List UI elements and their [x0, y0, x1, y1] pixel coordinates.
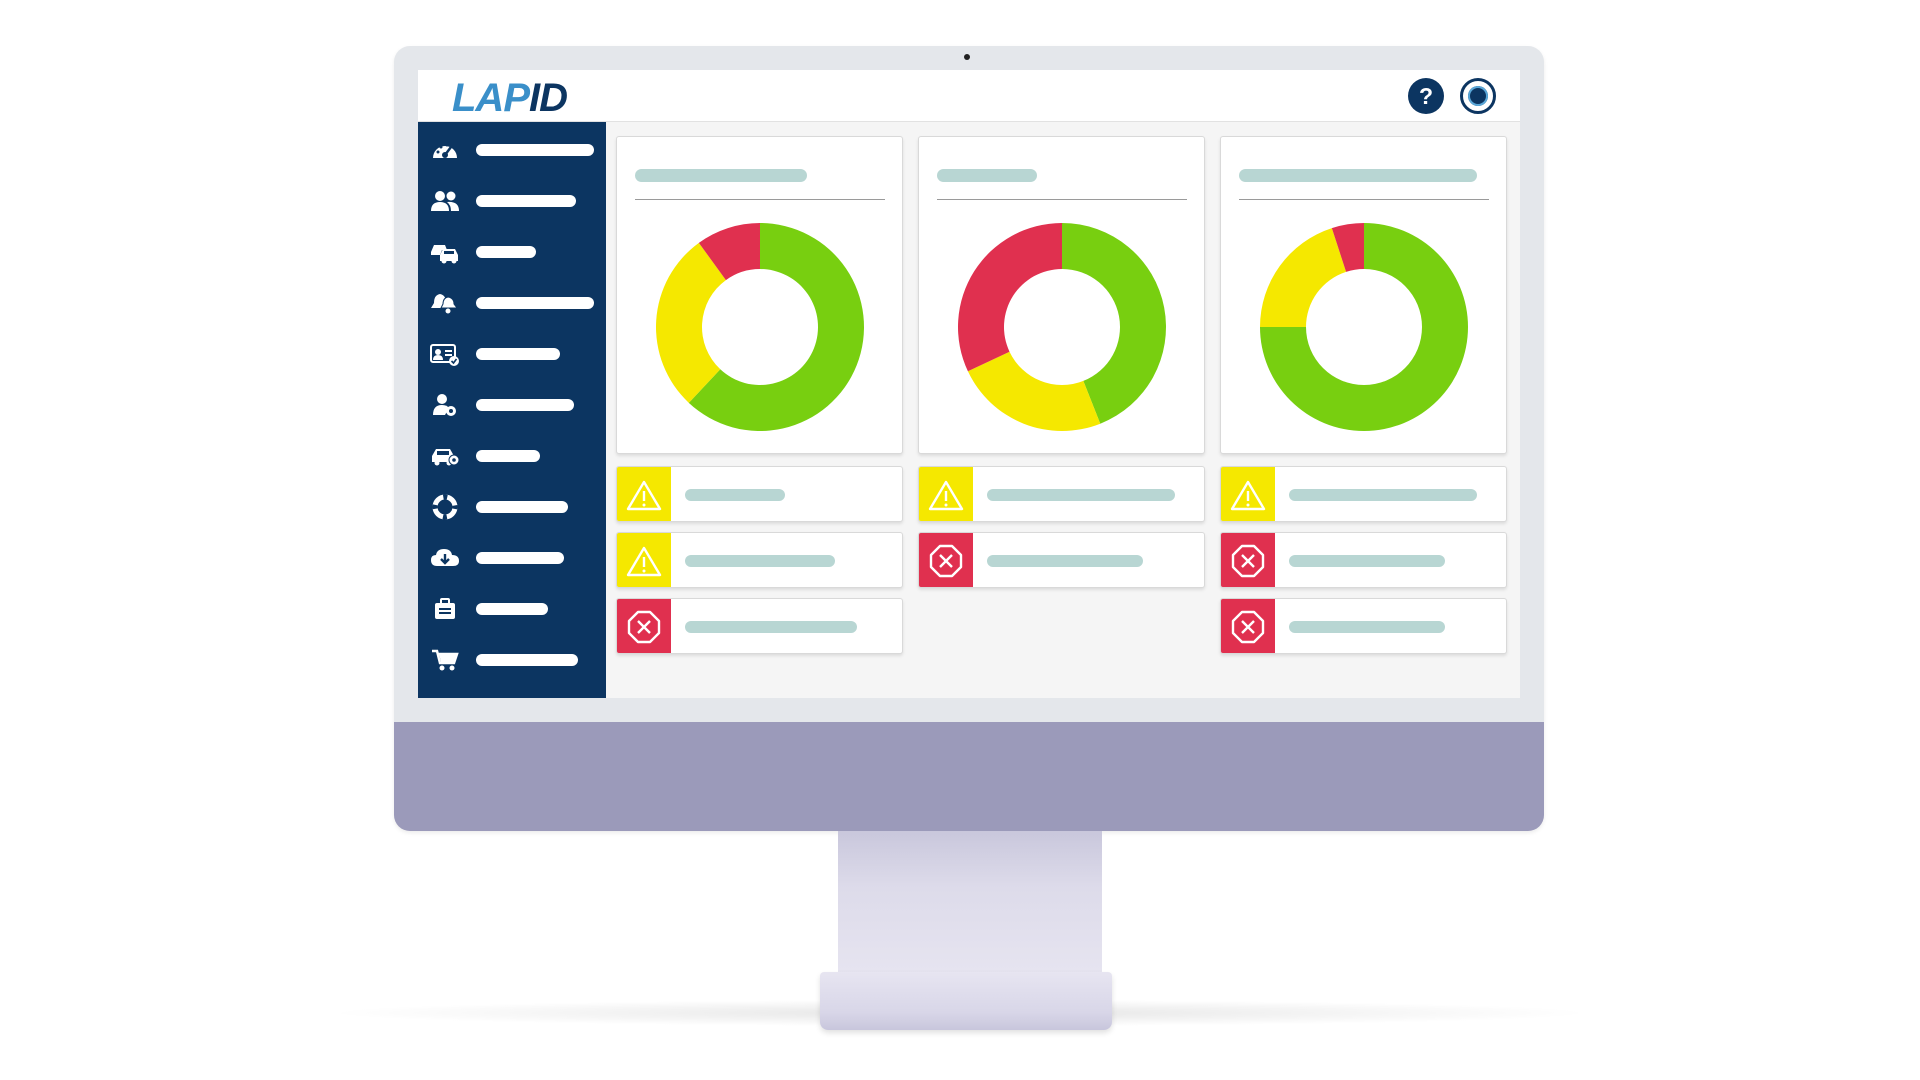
briefcase-icon [430, 594, 460, 624]
donut-segment-warning [967, 351, 1101, 431]
status-donut-chart [1260, 223, 1468, 431]
sidebar-item-alerts[interactable] [418, 284, 606, 322]
sidebar-item-label [476, 144, 594, 156]
donut-segment-error [698, 223, 760, 281]
error-octagon-icon [617, 599, 671, 653]
help-button[interactable]: ? [1408, 78, 1444, 114]
alerts-bell-icon [430, 288, 460, 318]
status-donut-chart [656, 223, 864, 431]
warning-triangle-icon [919, 467, 973, 521]
status-text-placeholder [685, 555, 835, 567]
sidebar-item-drivers[interactable] [418, 386, 606, 424]
status-row-warning[interactable] [616, 532, 903, 588]
error-octagon-icon [1221, 599, 1275, 653]
sidebar-item-label [476, 552, 564, 564]
logo-lap: LAP [452, 76, 530, 120]
card-divider [937, 199, 1187, 200]
monitor-stand-neck [838, 831, 1102, 973]
dashboard-gauge-icon [430, 135, 460, 165]
status-text-placeholder [685, 489, 785, 501]
sidebar [418, 122, 606, 698]
sidebar-item-label [476, 450, 540, 462]
donut-segment-ok [688, 223, 864, 431]
donut-segment-error [958, 223, 1062, 372]
warning-triangle-icon [1221, 467, 1275, 521]
status-row-warning[interactable] [616, 466, 903, 522]
sidebar-item-label [476, 603, 548, 615]
license-card-icon [430, 339, 460, 369]
status-text-placeholder [685, 621, 857, 633]
status-text-placeholder [987, 489, 1175, 501]
sidebar-item-label [476, 399, 574, 411]
status-text-placeholder [1289, 621, 1445, 633]
status-row-error[interactable] [1220, 598, 1507, 654]
sidebar-item-shop[interactable] [418, 641, 606, 679]
sidebar-item-downloads[interactable] [418, 539, 606, 577]
status-row-error[interactable] [1220, 532, 1507, 588]
status-row-error[interactable] [616, 598, 903, 654]
status-row-error[interactable] [918, 532, 1205, 588]
sidebar-item-label [476, 654, 578, 666]
support-lifebuoy-icon [430, 492, 460, 522]
sidebar-item-vehicles[interactable] [418, 233, 606, 271]
sidebar-item-dashboard[interactable] [418, 131, 606, 169]
donut-segment-ok [1062, 223, 1166, 424]
error-octagon-icon [1221, 533, 1275, 587]
chart-card-2[interactable] [918, 136, 1205, 454]
users-icon [430, 186, 460, 216]
app-screen: LAPID ? [418, 70, 1520, 698]
error-octagon-icon [919, 533, 973, 587]
warning-triangle-icon [617, 533, 671, 587]
donut-segment-warning [1260, 228, 1347, 327]
donut-segment-ok [1260, 223, 1468, 431]
card-divider [635, 199, 885, 200]
sidebar-item-label [476, 501, 568, 513]
logo-id: ID [529, 76, 568, 120]
sidebar-item-label [476, 348, 560, 360]
cloud-download-icon [430, 543, 460, 573]
shopping-cart-icon [430, 645, 460, 675]
chart-card-1[interactable] [616, 136, 903, 454]
status-row-warning[interactable] [1220, 466, 1507, 522]
lapid-logo[interactable]: LAPID [452, 76, 568, 120]
top-bar: LAPID ? [418, 70, 1520, 122]
sidebar-item-label [476, 246, 536, 258]
sidebar-item-licenses[interactable] [418, 335, 606, 373]
card-title-placeholder [635, 169, 807, 182]
donut-segment-error [1331, 223, 1364, 272]
warning-triangle-icon [617, 467, 671, 521]
monitor-stand-base [820, 972, 1112, 1030]
card-title-placeholder [1239, 169, 1477, 182]
status-row-warning[interactable] [918, 466, 1205, 522]
status-text-placeholder [1289, 555, 1445, 567]
donut-segment-warning [656, 242, 726, 403]
chart-card-3[interactable] [1220, 136, 1507, 454]
card-divider [1239, 199, 1489, 200]
sidebar-item-label [476, 297, 594, 309]
sidebar-item-car-settings[interactable] [418, 437, 606, 475]
card-title-placeholder [937, 169, 1037, 182]
sidebar-item-support[interactable] [418, 488, 606, 526]
status-donut-chart [958, 223, 1166, 431]
vehicles-icon [430, 237, 460, 267]
car-settings-icon [430, 441, 460, 471]
sidebar-item-briefcase[interactable] [418, 590, 606, 628]
status-text-placeholder [987, 555, 1143, 567]
status-text-placeholder [1289, 489, 1477, 501]
sidebar-item-users[interactable] [418, 182, 606, 220]
camera-dot [964, 54, 970, 60]
driver-settings-icon [430, 390, 460, 420]
account-icon [1468, 86, 1488, 106]
sidebar-item-label [476, 195, 576, 207]
monitor-chin [394, 722, 1544, 831]
account-button[interactable] [1460, 78, 1496, 114]
